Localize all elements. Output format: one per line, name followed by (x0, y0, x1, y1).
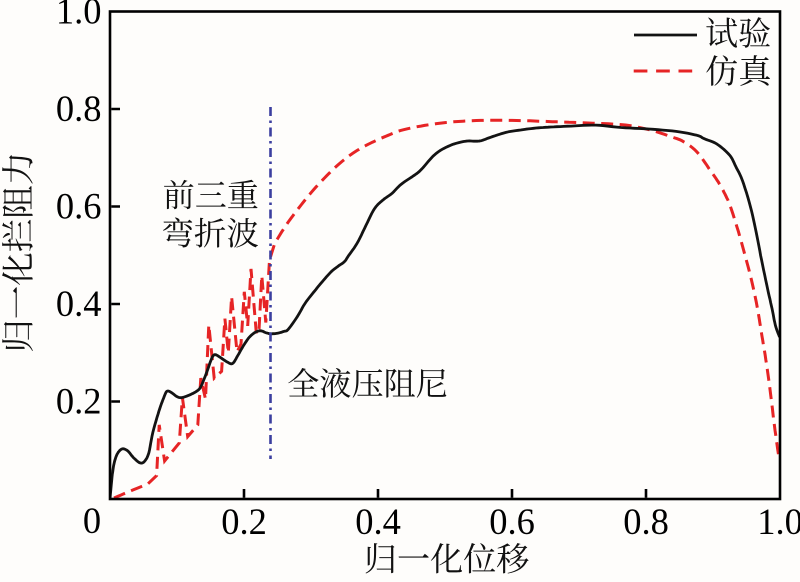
svg-text:0: 0 (83, 500, 101, 541)
svg-text:1.0: 1.0 (56, 0, 102, 32)
svg-text:0.6: 0.6 (56, 186, 102, 227)
svg-text:1.0: 1.0 (757, 501, 800, 542)
svg-text:0.6: 0.6 (489, 501, 535, 542)
svg-text:0.4: 0.4 (56, 283, 102, 324)
svg-text:0.2: 0.2 (221, 501, 267, 542)
svg-text:0.4: 0.4 (355, 501, 401, 542)
svg-text:0.8: 0.8 (623, 501, 669, 542)
svg-text:0.2: 0.2 (56, 381, 102, 422)
svg-text:0.8: 0.8 (56, 88, 102, 129)
